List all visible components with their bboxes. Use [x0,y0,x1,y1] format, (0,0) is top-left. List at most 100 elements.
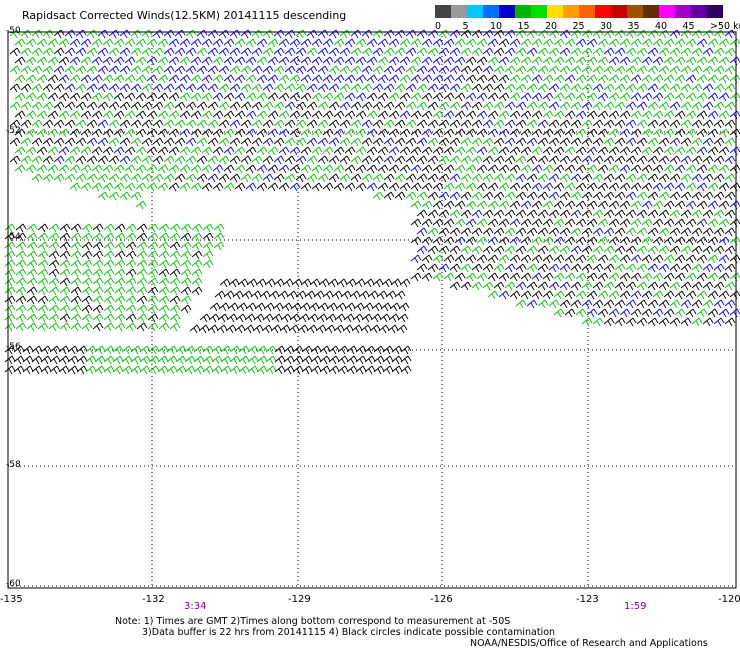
wind-barb [614,299,626,309]
wind-barb [636,83,648,93]
wind-barb [141,65,153,75]
wind-barb [432,74,444,84]
wind-barb [69,56,81,66]
wind-barb [427,263,439,273]
wind-barb [438,191,450,201]
wind-barb [487,56,499,66]
wind-barb [70,286,82,296]
wind-barb [570,191,582,201]
wind-barb [559,137,571,147]
wind-barb [20,137,32,147]
wind-barb [103,259,115,269]
wind-barb [619,56,631,66]
wind-barb [92,250,104,260]
wind-barb [310,365,322,375]
wind-barb [531,146,543,156]
wind-barb [49,345,61,355]
wind-barb [262,173,274,183]
wind-barb [669,101,681,111]
wind-barb [196,83,208,93]
wind-barb [31,365,43,375]
wind-barb [103,304,115,314]
wind-barb [548,101,560,111]
wind-barb [295,119,307,129]
wind-barb [64,47,76,57]
wind-barb [240,137,252,147]
wind-barb [372,119,384,129]
wind-barb [136,268,148,278]
wind-barb [421,56,433,66]
wind-barb [652,182,664,192]
wind-barb [251,137,263,147]
wind-barb [625,317,637,327]
wind-barb [581,65,593,75]
wind-barb [691,191,703,201]
wind-barb [190,110,202,120]
wind-barb [471,245,483,255]
wind-barb [410,254,422,264]
wind-barb [487,290,499,300]
wind-barb [300,182,312,192]
wind-barb [482,263,494,273]
wind-barb [218,155,230,165]
wind-barb [223,182,235,192]
wind-barb [91,56,103,66]
wind-barb [135,56,147,66]
wind-barb [141,173,153,183]
wind-barb [553,128,565,138]
wind-barb [526,263,538,273]
wind-barb [387,324,399,334]
wind-barb [390,278,402,288]
wind-barb [355,56,367,66]
wind-barb [336,278,348,288]
wind-barb [223,290,235,300]
wind-barb [515,263,527,273]
wind-barb [234,110,246,120]
wind-barb [399,146,411,156]
wind-barb [443,272,455,282]
wind-barb [471,83,483,93]
wind-barb [218,173,230,183]
wind-barb [59,304,71,314]
wind-barb [559,263,571,273]
wind-barb [674,38,686,48]
wind-barb [238,365,250,375]
wind-barb [652,200,664,210]
wind-barb [581,263,593,273]
wind-barb [147,286,159,296]
wind-barb [284,83,296,93]
wind-barb [471,137,483,147]
wind-barb [202,241,214,251]
wind-barb [597,38,609,48]
wind-barb [76,355,88,365]
wind-barb [169,277,181,287]
wind-barb [58,128,70,138]
wind-barb [542,110,554,120]
wind-barb [399,92,411,102]
wind-barb [691,281,703,291]
wind-barb [608,290,620,300]
wind-barb [669,227,681,237]
wind-barb [658,47,670,57]
wind-barb [636,101,648,111]
wind-barb [121,345,133,355]
wind-barb [586,236,598,246]
wind-barb [482,155,494,165]
wind-barb [42,65,54,75]
wind-barb [493,119,505,129]
wind-barb [498,92,510,102]
wind-barb [219,278,231,288]
wind-barb [328,47,340,57]
wind-barb [718,236,730,246]
wind-barb [349,290,361,300]
wind-barb [152,47,164,57]
wind-barb [103,365,115,375]
wind-barb [212,110,224,120]
wind-barb [537,227,549,237]
wind-barb [575,92,587,102]
wind-barb [245,74,257,84]
wind-barb [443,128,455,138]
wind-barb [537,47,549,57]
wind-barb [300,128,312,138]
wind-barb [597,290,609,300]
